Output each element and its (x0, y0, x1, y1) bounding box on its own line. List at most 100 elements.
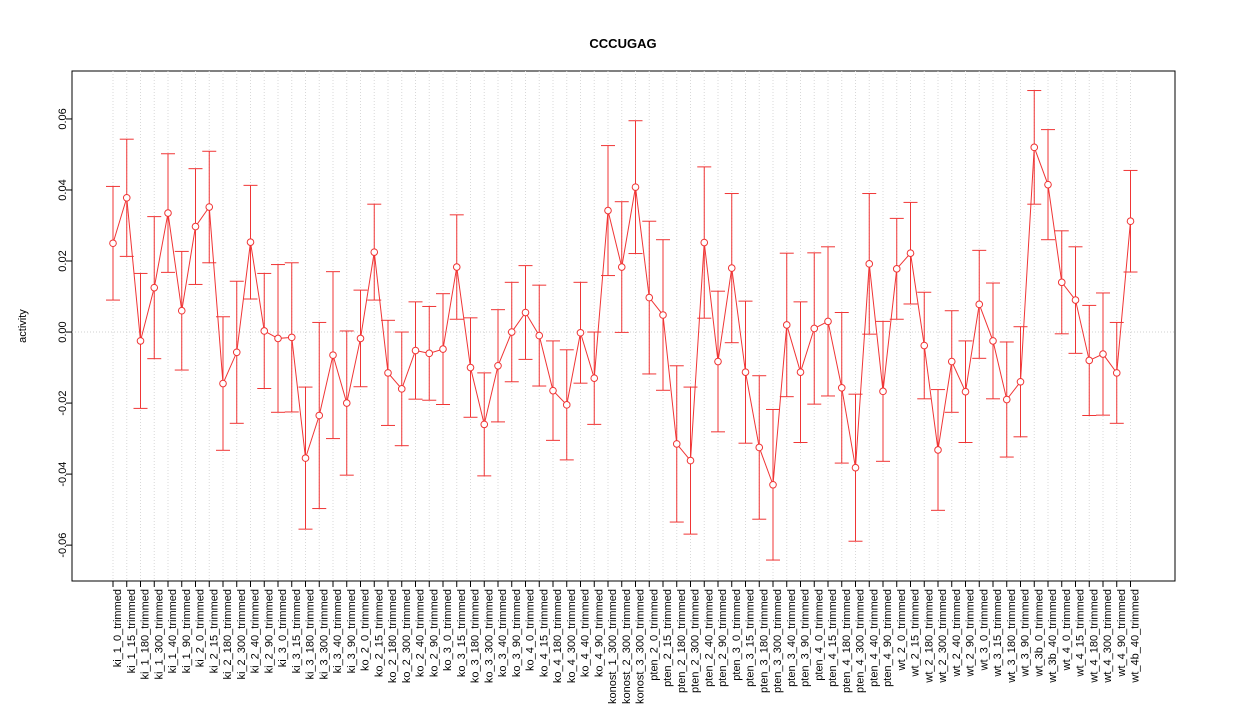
point (975, 300, 984, 309)
point (205, 203, 214, 211)
point (1126, 217, 1135, 226)
plot-frame (71, 70, 1176, 582)
point (411, 346, 420, 355)
x-tick-label: ki_2_0_trimmed (195, 589, 207, 667)
x-tick-label: pten_2_15_trimmed (662, 589, 674, 687)
point (1044, 180, 1052, 189)
x-tick-label: wt_3b_0_trimmed (1033, 589, 1045, 677)
point (686, 456, 695, 465)
point (246, 238, 255, 246)
point (329, 351, 337, 359)
x-tick-label: wt_4_0_trimmed (1061, 589, 1073, 671)
x-tick-label: ki_3_15_trimmed (291, 589, 303, 673)
x-tick-label: wt_2_90_trimmed (965, 589, 977, 677)
point (659, 311, 667, 319)
point (177, 306, 186, 315)
x-tick-label: ki_3_0_trimmed (277, 589, 289, 667)
x-tick-label: pten_2_40_trimmed (703, 589, 715, 687)
x-tick-label: pten_4_15_trimmed (827, 589, 839, 687)
x-tick-label: ki_1_300_trimmed (153, 589, 165, 680)
x-tick-label: pten_4_40_trimmed (868, 589, 880, 687)
point (287, 333, 296, 342)
x-tick-label: ki_2_180_trimmed (222, 589, 234, 680)
x-tick-label: pten_3_90_trimmed (800, 589, 812, 687)
x-tick-label: ko_3_90_trimmed (511, 589, 523, 677)
point (109, 239, 117, 248)
point (989, 337, 997, 345)
point (219, 379, 227, 388)
point (1112, 369, 1121, 377)
x-tick-label: pten_4_180_trimmed (841, 589, 853, 693)
x-tick-label: wt_2_40_trimmed (951, 589, 963, 677)
x-tick-label: ko_4_40_trimmed (580, 589, 592, 677)
y-tick-label: 0.04 (57, 179, 69, 200)
x-tick-label: wt_3_0_trimmed (978, 589, 990, 671)
x-tick-label: pten_2_180_trimmed (676, 589, 688, 693)
x-tick-label: ko_4_90_trimmed (593, 589, 605, 677)
point (920, 341, 929, 350)
x-tick-label: ko_3_0_trimmed (442, 589, 454, 671)
point (232, 348, 241, 357)
x-tick-label: ko_2_90_trimmed (428, 589, 440, 677)
point (315, 411, 324, 420)
x-tick-label: ko_3_40_trimmed (497, 589, 509, 677)
point (260, 327, 269, 335)
point (1030, 143, 1039, 152)
y-axis-label: activity (17, 309, 29, 343)
x-tick-label: wt_3_180_trimmed (1006, 589, 1018, 684)
point (1002, 395, 1011, 404)
x-tick-label: ko_4_0_trimmed (525, 589, 537, 671)
point (892, 265, 901, 273)
point (837, 383, 846, 392)
point (480, 420, 489, 429)
x-tick-label: konost_3_300_trimmed (635, 589, 647, 704)
x-tick-label: ko_2_300_trimmed (401, 589, 413, 683)
x-tick-label: ko_2_180_trimmed (387, 589, 399, 683)
x-tick-label: wt_2_180_trimmed (923, 589, 935, 684)
point (122, 193, 131, 202)
x-tick-label: ki_3_40_trimmed (332, 589, 344, 673)
x-tick-label: ki_1_90_trimmed (181, 589, 193, 673)
point (164, 209, 172, 217)
x-tick-label: pten_2_300_trimmed (690, 589, 702, 693)
point (672, 440, 681, 448)
x-tick-label: pten_3_40_trimmed (786, 589, 798, 687)
point (301, 454, 310, 462)
point (1085, 356, 1094, 365)
x-tick-label: pten_3_180_trimmed (758, 589, 770, 693)
point (727, 264, 736, 272)
point (604, 206, 612, 215)
y-tick-label: 0.00 (57, 321, 69, 342)
x-tick-label: ki_2_90_trimmed (263, 589, 275, 673)
x-tick-label: ko_2_40_trimmed (415, 589, 427, 677)
point (425, 349, 434, 358)
x-tick-label: wt_2_300_trimmed (937, 589, 949, 684)
point (590, 374, 599, 383)
point (645, 293, 654, 302)
x-tick-label: ki_2_300_trimmed (236, 589, 248, 680)
x-tick-label: konost_1_300_trimmed (607, 589, 619, 704)
x-tick-label: ki_1_15_trimmed (126, 589, 138, 673)
y-tick-label: -0.06 (57, 533, 69, 558)
point (439, 345, 447, 353)
point (466, 363, 475, 372)
x-tick-label: ki_1_180_trimmed (140, 589, 152, 680)
x-tick-label: ki_3_300_trimmed (318, 589, 330, 680)
x-tick-label: ko_3_15_trimmed (456, 589, 468, 677)
point (755, 443, 764, 452)
y-tick-label: 0.06 (57, 108, 69, 129)
point (1016, 377, 1025, 386)
y-tick-label: -0.04 (57, 462, 69, 487)
y-tick-label: -0.02 (57, 391, 69, 416)
x-tick-label: ko_4_180_trimmed (552, 589, 564, 683)
x-tick-label: wt_2_0_trimmed (896, 589, 908, 671)
point (507, 328, 516, 336)
point (384, 369, 392, 377)
x-tick-label: konost_2_300_trimmed (621, 589, 633, 704)
x-tick-label: wt_4_90_trimmed (1116, 589, 1128, 677)
point (452, 263, 461, 271)
x-tick-label: wt_4_180_trimmed (1088, 589, 1100, 684)
x-tick-label: ko_3_180_trimmed (470, 589, 482, 683)
point (342, 399, 351, 407)
